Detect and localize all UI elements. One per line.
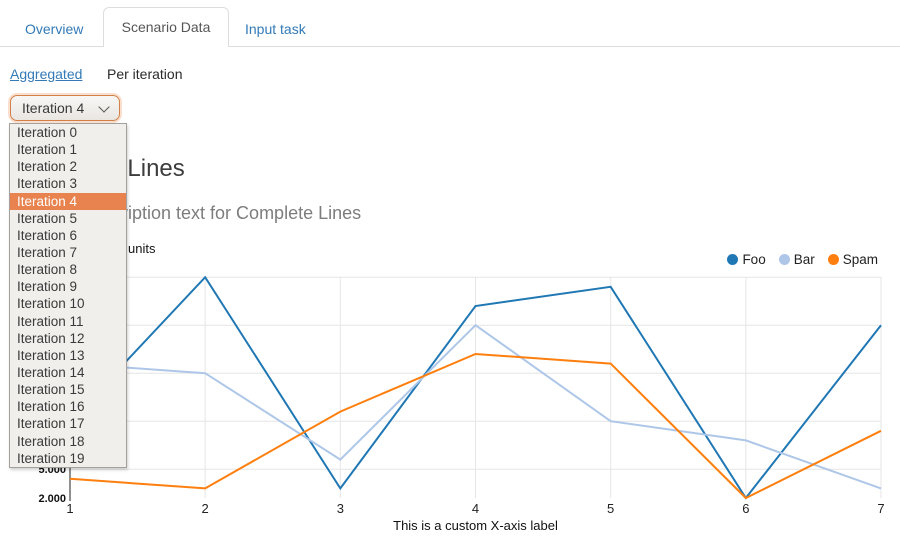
legend-item-bar: Bar: [778, 252, 815, 267]
iteration-dropdown-list: Iteration 0 Iteration 1 Iteration 2 Iterati…: [9, 123, 127, 468]
dropdown-option-1[interactable]: Iteration 1: [17, 142, 78, 158]
tab-input-task[interactable]: Input task: [245, 21, 306, 37]
x-tick-label: 7: [877, 501, 884, 516]
dropdown-option-0[interactable]: Iteration 0: [17, 125, 78, 140]
top-tab-bar: Overview Scenario Data Input task: [0, 0, 900, 47]
dropdown-option-4[interactable]: Iteration 4: [10, 192, 126, 210]
dropdown-option-10[interactable]: Iteration 10: [17, 296, 85, 312]
x-tick-label: 2: [202, 501, 209, 516]
legend-item-spam: Spam: [827, 252, 878, 267]
dropdown-option-6[interactable]: Iteration 6: [17, 227, 78, 243]
dropdown-option-16[interactable]: Iteration 16: [17, 399, 85, 415]
dropdown-option-5[interactable]: Iteration 5: [17, 210, 78, 226]
legend-label: Foo: [742, 252, 766, 267]
iteration-select-value: Iteration 4: [22, 100, 85, 116]
series-line-spam: [69, 352, 882, 500]
dropdown-option-17[interactable]: Iteration 17: [17, 416, 85, 432]
dropdown-option-7[interactable]: Iteration 7: [17, 244, 78, 260]
dropdown-option-19[interactable]: Iteration 19: [17, 450, 85, 466]
series-line-bar: [69, 323, 882, 490]
dropdown-option-15[interactable]: Iteration 15: [17, 382, 85, 398]
chevron-down-icon: [98, 101, 110, 113]
dropdown-option-12[interactable]: Iteration 12: [17, 330, 85, 346]
x-tick-label: 3: [337, 501, 344, 516]
x-tick-label: 1: [66, 501, 73, 516]
dropdown-option-3[interactable]: Iteration 3: [17, 176, 78, 192]
dropdown-option-13[interactable]: Iteration 13: [17, 347, 85, 363]
chart-legend: Foo Bar Spam: [727, 252, 878, 267]
dropdown-option-9[interactable]: Iteration 9: [17, 279, 78, 295]
legend-swatch-icon: [727, 254, 739, 265]
y-axis-units-label: units: [128, 241, 156, 256]
dropdown-option-14[interactable]: Iteration 14: [17, 364, 85, 380]
legend-swatch-icon: [827, 254, 839, 265]
tab-label: Scenario Data: [121, 19, 211, 35]
y-tick-label: 2.000: [38, 493, 66, 505]
legend-label: Spam: [842, 252, 878, 267]
x-tick-label: 5: [607, 501, 614, 516]
legend-label: Bar: [793, 252, 815, 267]
section-description: Description text for Complete Lines: [81, 203, 362, 223]
legend-swatch-icon: [778, 254, 790, 265]
view-link-aggregated[interactable]: Aggregated: [10, 66, 83, 82]
tab-scenario-data[interactable]: Scenario Data: [103, 7, 229, 47]
dropdown-option-2[interactable]: Iteration 2: [17, 159, 78, 175]
x-tick-label: 4: [472, 501, 479, 516]
x-tick-label: 6: [742, 501, 749, 516]
dropdown-option-18[interactable]: Iteration 18: [17, 433, 85, 449]
legend-item-foo: Foo: [727, 252, 766, 267]
tab-overview[interactable]: Overview: [25, 21, 84, 37]
x-axis-label: This is a custom X-axis label: [393, 518, 558, 533]
iteration-select[interactable]: Iteration 4: [10, 95, 120, 121]
dropdown-option-11[interactable]: Iteration 11: [17, 313, 84, 329]
view-link-per-iteration[interactable]: Per iteration: [107, 66, 183, 82]
dropdown-option-8[interactable]: Iteration 8: [17, 262, 78, 278]
